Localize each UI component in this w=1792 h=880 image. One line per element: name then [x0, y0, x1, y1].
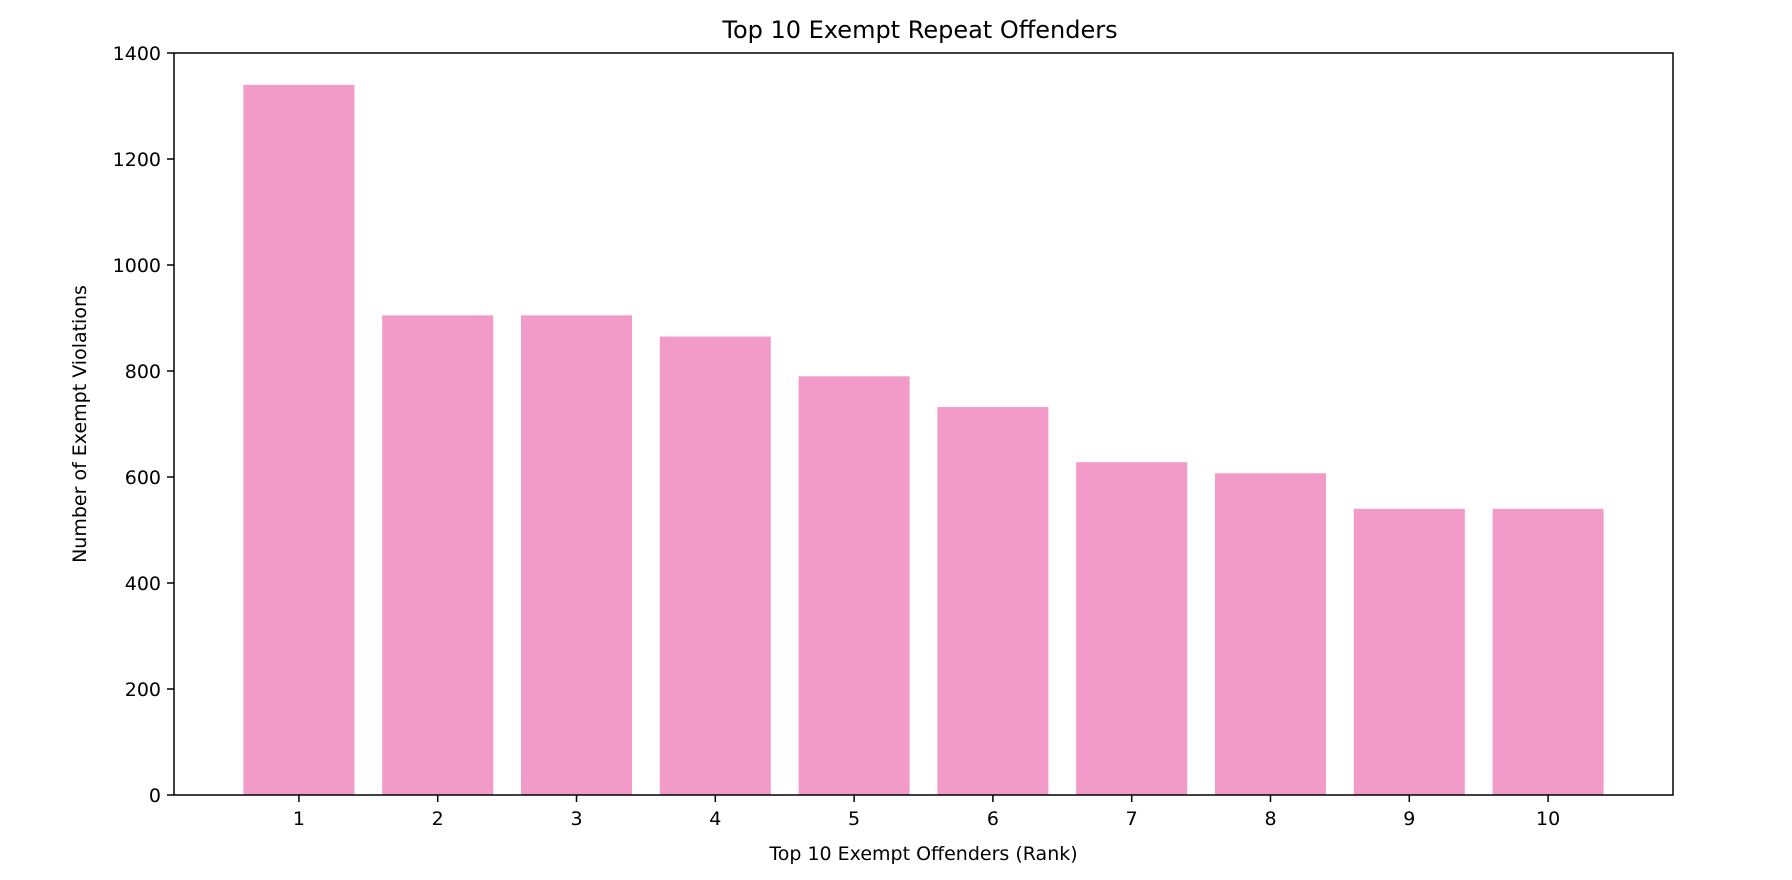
y-tick-label: 600	[125, 467, 161, 489]
y-tick-label: 1200	[113, 149, 161, 171]
x-axis-label: Top 10 Exempt Offenders (Rank)	[768, 843, 1077, 865]
y-tick-label: 200	[125, 679, 161, 701]
plot-area-frame	[173, 52, 1674, 796]
chart-title: Top 10 Exempt Repeat Offenders	[721, 16, 1117, 44]
bar-rank-6	[937, 407, 1049, 795]
bar-rank-10	[1492, 508, 1604, 795]
y-tick-label: 800	[125, 361, 161, 383]
x-tick-label: 2	[432, 808, 444, 830]
bar-rank-3	[520, 315, 633, 795]
x-tick-label: 9	[1403, 808, 1415, 830]
x-axis-ticks: 1 2 3 4 5 6 7 8 9 10	[293, 795, 1560, 830]
bar-rank-2	[382, 315, 494, 795]
x-tick-label: 3	[570, 808, 582, 830]
y-axis-label: Number of Exempt Violations	[69, 285, 91, 563]
x-tick-label: 10	[1536, 808, 1560, 830]
x-tick-label: 6	[987, 808, 999, 830]
x-tick-label: 5	[848, 808, 860, 830]
bars-group	[243, 84, 1604, 796]
x-tick-label: 4	[709, 808, 721, 830]
y-tick-label: 400	[125, 573, 161, 595]
y-tick-label: 1000	[113, 255, 161, 277]
x-tick-label: 7	[1126, 808, 1138, 830]
bar-rank-4	[659, 336, 771, 795]
y-tick-label: 0	[149, 785, 161, 807]
x-tick-label: 8	[1264, 808, 1276, 830]
y-tick-label: 1400	[113, 43, 161, 65]
bar-rank-5	[798, 376, 910, 795]
bar-rank-8	[1214, 473, 1327, 795]
bar-rank-9	[1353, 508, 1465, 795]
bar-rank-1	[243, 84, 355, 796]
x-tick-label: 1	[293, 808, 305, 830]
bar-rank-7	[1076, 462, 1188, 795]
y-axis-ticks: 0 200 400 600 800 1000 1200 1400	[113, 43, 174, 807]
